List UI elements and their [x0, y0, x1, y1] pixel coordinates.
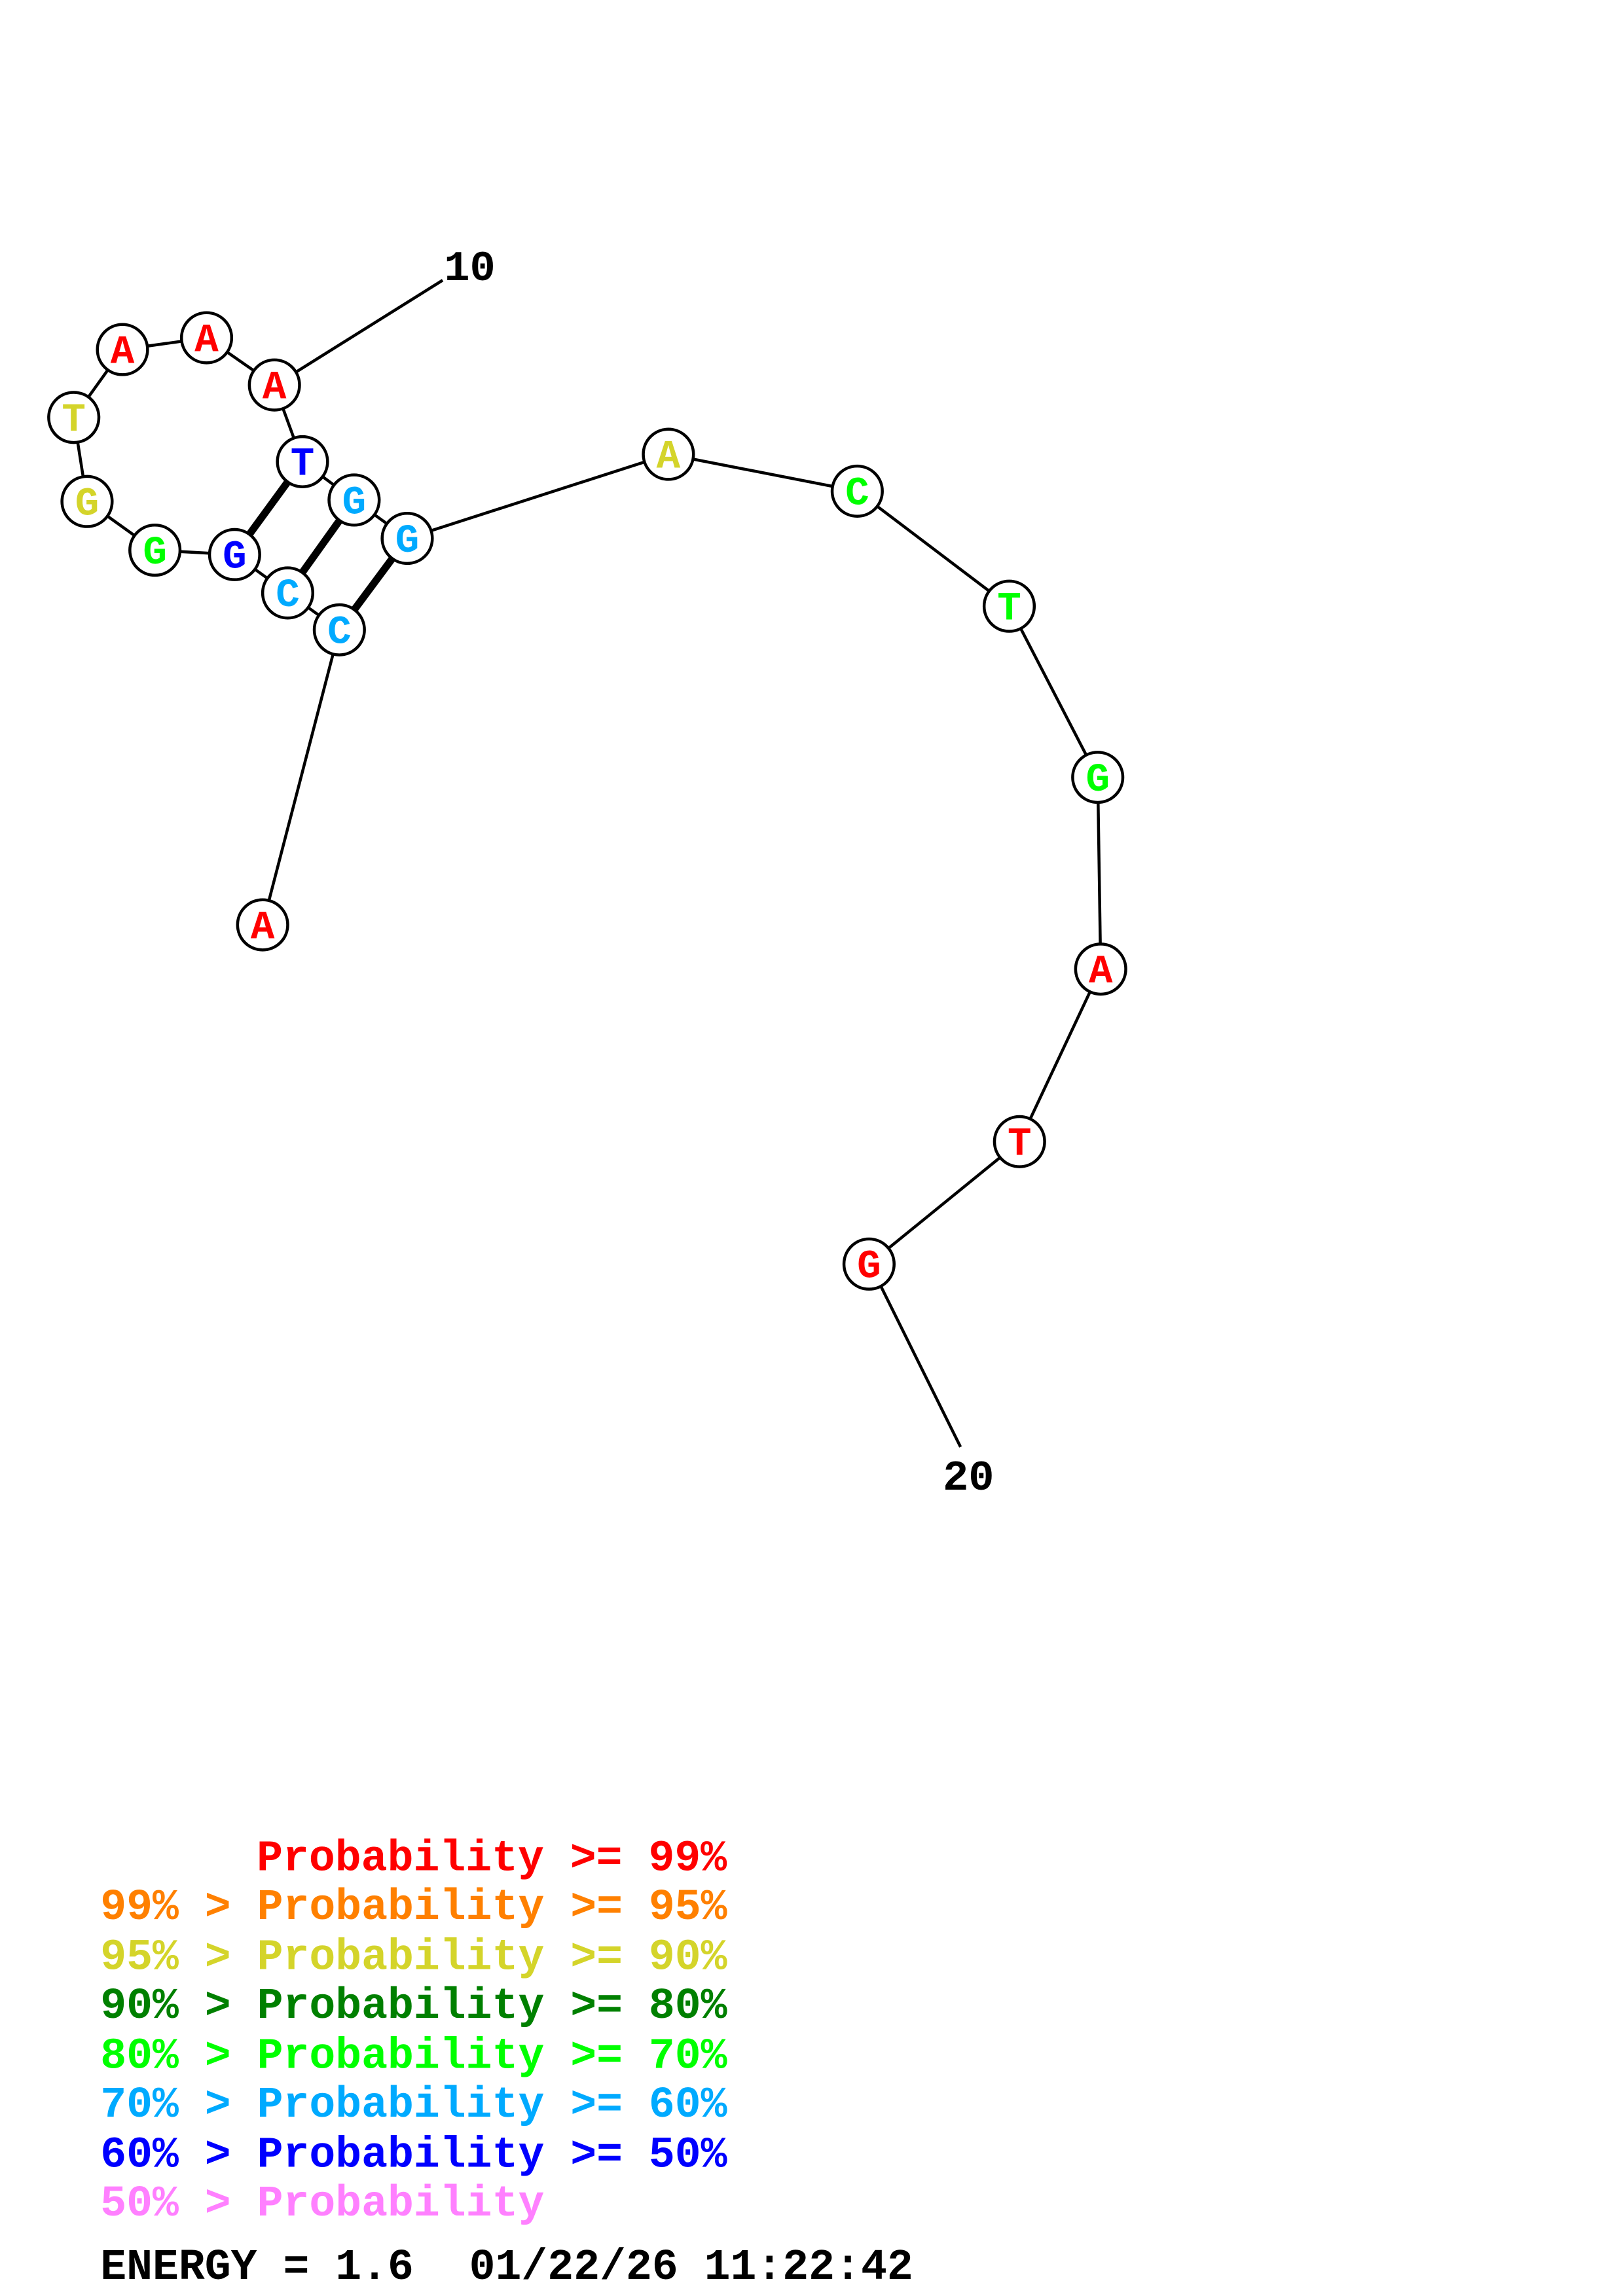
- nucleotide-17: G: [1071, 751, 1125, 804]
- base-pair-bond: [351, 556, 395, 612]
- nucleotide-19: T: [993, 1115, 1046, 1168]
- nucleotide-base-letter: A: [111, 330, 135, 375]
- nucleotide-circle: [96, 323, 149, 376]
- legend-row: 50% > Probability: [100, 2179, 544, 2229]
- backbone-segment: [261, 629, 341, 925]
- nucleotide-12: G: [327, 473, 381, 527]
- nucleotide-base-letter: C: [276, 573, 300, 619]
- nucleotide-9: A: [179, 311, 234, 365]
- nucleotide-base-letter: A: [657, 435, 681, 480]
- legend-row: 90% > Probability >= 80%: [100, 1982, 727, 2031]
- legend-row: 70% > Probability >= 60%: [100, 2081, 727, 2130]
- legend-row: Probability >= 99%: [257, 1835, 727, 1884]
- nucleotide-8: A: [96, 323, 149, 376]
- nucleotide-base-letter: T: [1008, 1122, 1032, 1168]
- nucleotide-18: A: [1074, 942, 1127, 996]
- nucleotide-circle: [276, 435, 329, 488]
- legend-row: 80% > Probability >= 70%: [100, 2032, 727, 2081]
- nucleotide-base-letter: C: [845, 472, 869, 517]
- nucleotide-circle: [642, 427, 695, 481]
- legend-row: 95% > Probability >= 90%: [100, 1933, 727, 1982]
- nucleotide-3: C: [261, 566, 315, 620]
- nucleotide-base-letter: G: [143, 531, 167, 576]
- nucleotide-2: C: [312, 603, 366, 656]
- nucleotide-15: C: [830, 464, 884, 518]
- nucleotide-circle: [1074, 942, 1127, 996]
- backbone-segment: [867, 1140, 1021, 1266]
- nucleotide-circle: [982, 579, 1036, 633]
- nucleotide-base-letter: T: [291, 442, 315, 488]
- nucleotide-16: T: [982, 579, 1036, 633]
- nucleotide-circle: [1071, 751, 1125, 804]
- nucleotide-5: G: [128, 524, 182, 577]
- nucleotide-10: A: [247, 358, 301, 412]
- nucleotide-circle: [993, 1115, 1046, 1168]
- nucleotide-circle: [327, 473, 381, 527]
- nucleotide-base-letter: T: [997, 587, 1021, 632]
- nucleotide-base-letter: A: [194, 318, 219, 363]
- base-pair-bonds: [246, 480, 395, 612]
- backbone-segment: [1018, 968, 1103, 1143]
- nucleotide-14: A: [642, 427, 695, 481]
- nucleotide-base-letter: A: [1089, 950, 1113, 995]
- nucleotide-circle: [47, 391, 101, 444]
- nucleotide-7: T: [47, 391, 101, 444]
- nucleotide-base-letter: G: [223, 535, 247, 581]
- nucleotide-base-letter: G: [75, 482, 100, 528]
- timestamp: 01/22/26 11:22:42: [469, 2243, 913, 2292]
- nucleotide-circle: [312, 603, 366, 656]
- nucleotide-circle: [179, 311, 234, 365]
- label-20-tick: [879, 1285, 962, 1448]
- position-label-10: 10: [444, 245, 495, 293]
- nucleotide-base-letter: A: [263, 365, 287, 410]
- nucleotide-circle: [247, 358, 301, 412]
- backbone-segment: [1008, 605, 1099, 778]
- nucleotide-base-letter: T: [62, 398, 86, 443]
- nucleotide-6: G: [60, 475, 114, 528]
- nucleotide-11: T: [276, 435, 329, 488]
- position-label-20: 20: [943, 1454, 994, 1503]
- nucleotide-1: A: [236, 898, 289, 952]
- legend-row: 99% > Probability >= 95%: [100, 1883, 727, 1932]
- position-labels: 10 20: [295, 245, 994, 1503]
- base-pair-bond: [246, 480, 291, 537]
- nucleotide-circle: [830, 464, 884, 518]
- nucleotide-base-letter: G: [857, 1245, 881, 1290]
- backbone-segment: [668, 452, 858, 493]
- backbone-segment: [856, 490, 1010, 608]
- label-10-tick: [295, 279, 444, 373]
- probability-legend: Probability >= 99%99% > Probability >= 9…: [100, 1835, 727, 2229]
- nucleotide-circle: [842, 1237, 896, 1291]
- nucleotide-20: G: [842, 1237, 896, 1291]
- backbone-lines: [72, 336, 1103, 1266]
- nucleotide-base-letter: A: [251, 905, 275, 950]
- nucleotide-circle: [236, 898, 289, 952]
- nucleotide-base-letter: G: [395, 519, 420, 564]
- nucleotide-base-letter: C: [327, 611, 352, 656]
- backbone-segment: [1096, 777, 1103, 969]
- nucleotide-base-letter: G: [342, 480, 367, 526]
- nucleotide-circle: [380, 512, 434, 565]
- nucleotide-13: G: [380, 512, 434, 565]
- nucleotide-4: G: [208, 528, 261, 581]
- nucleotide-circle: [60, 475, 114, 528]
- nucleotide-circle: [128, 524, 182, 577]
- nucleotide-base-letter: G: [1085, 758, 1110, 803]
- backbone-segment: [407, 452, 669, 540]
- energy-value: ENERGY = 1.6: [100, 2243, 414, 2292]
- legend-row: 60% > Probability >= 50%: [100, 2131, 727, 2180]
- nucleotide-circle: [261, 566, 315, 620]
- base-pair-bond: [299, 518, 343, 575]
- nucleotide-circle: [208, 528, 261, 581]
